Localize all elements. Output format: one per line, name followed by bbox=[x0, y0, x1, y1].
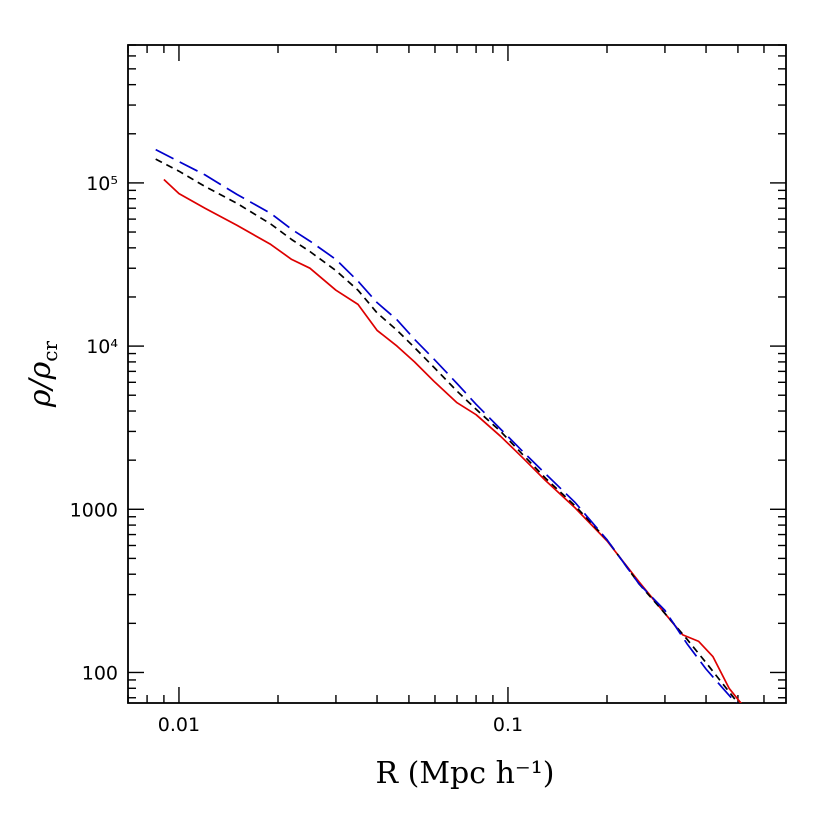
plot-frame bbox=[127, 44, 787, 704]
axis-ticks bbox=[127, 44, 786, 703]
y-axis-title: ρ/ρcr bbox=[23, 340, 62, 408]
y-tick-label: 10⁴ bbox=[86, 336, 118, 358]
x-tick-label: 0.01 bbox=[158, 714, 200, 736]
x-axis-title: R (Mpc h⁻¹) bbox=[376, 756, 555, 791]
y-tick-label: 10⁵ bbox=[86, 173, 118, 195]
series-line-2 bbox=[155, 158, 739, 703]
x-tick-label: 0.1 bbox=[493, 714, 523, 736]
y-tick-label: 1000 bbox=[70, 499, 118, 521]
series-line-1 bbox=[163, 178, 742, 703]
series-layer bbox=[155, 148, 742, 703]
axis-tick-labels: 0.01 0.1 100 1000 10⁴ 10⁵ bbox=[70, 173, 523, 736]
svg-text:ρ/ρcr: ρ/ρcr bbox=[23, 340, 62, 408]
series-line-3 bbox=[155, 148, 738, 703]
y-tick-label: 100 bbox=[82, 662, 118, 684]
